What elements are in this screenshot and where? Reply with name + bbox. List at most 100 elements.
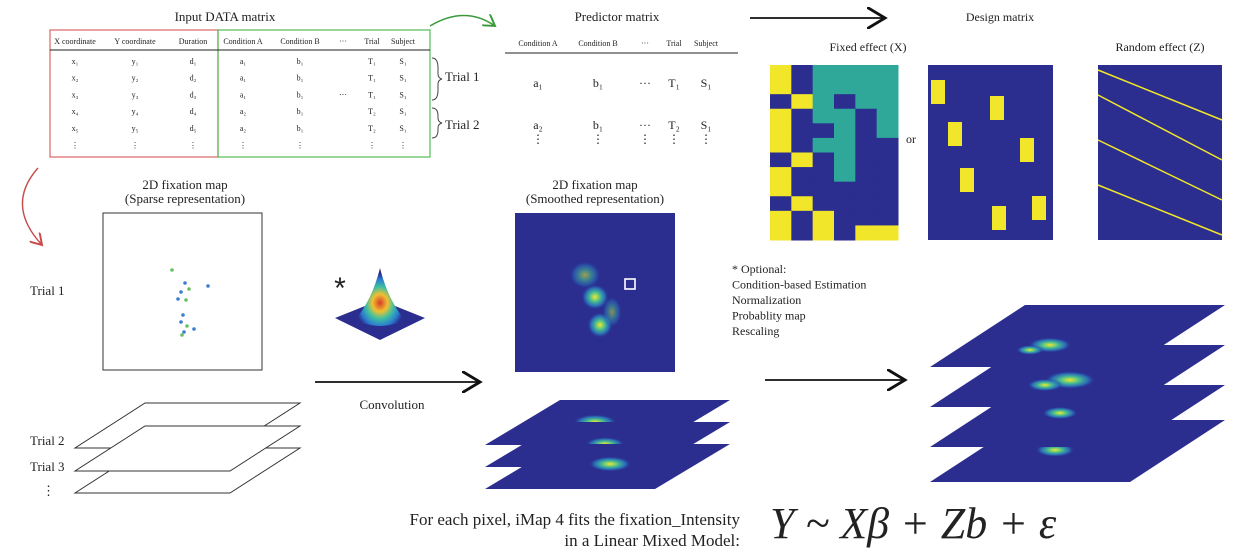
- fixation: [183, 281, 187, 285]
- cell: [770, 196, 792, 211]
- cell: [813, 182, 835, 197]
- label: Fixed effect (X): [829, 40, 906, 54]
- cell: S₁: [399, 90, 406, 99]
- footer: in a Linear Mixed Model:: [564, 531, 740, 550]
- cell: [770, 65, 792, 80]
- header: Subject: [694, 39, 719, 48]
- cell: [855, 196, 877, 211]
- blob: [1042, 407, 1078, 420]
- header: Duration: [179, 37, 207, 46]
- cell: S₁: [701, 76, 712, 90]
- arrow: [22, 168, 42, 245]
- cell: [791, 138, 813, 153]
- cell: [855, 65, 877, 80]
- fixation: [170, 268, 174, 272]
- cell: ⋮: [71, 141, 79, 150]
- cell: [877, 211, 899, 226]
- cell: ···: [639, 76, 651, 90]
- cell: [834, 182, 856, 197]
- brace: [432, 108, 442, 138]
- cell: [877, 225, 899, 240]
- header: Subject: [391, 37, 416, 46]
- cell: a₂: [240, 124, 247, 133]
- cell: [791, 94, 813, 109]
- cell: ⋮: [700, 132, 712, 146]
- header: Condition A: [518, 39, 558, 48]
- cell: [834, 211, 856, 226]
- cell: [834, 94, 856, 109]
- brace: [432, 58, 442, 100]
- fixation: [179, 290, 183, 294]
- cell: [791, 196, 813, 211]
- cell: [813, 80, 835, 95]
- cell: ⋮: [592, 132, 604, 146]
- design-matrices: [770, 65, 1222, 241]
- cell: [877, 138, 899, 153]
- cell: [770, 123, 792, 138]
- cell: x₂: [72, 74, 79, 83]
- cell: [770, 211, 792, 226]
- cell: ⋮: [668, 132, 680, 146]
- cell: y₄: [132, 107, 139, 116]
- fixation: [176, 297, 180, 301]
- cell: [877, 196, 899, 211]
- cell: [877, 167, 899, 182]
- title: 2D fixation map: [142, 177, 227, 192]
- cell: [791, 123, 813, 138]
- header: Trial: [666, 39, 682, 48]
- optional-line: Normalization: [732, 293, 801, 307]
- blob: [602, 296, 622, 328]
- title: 2D fixation map: [552, 177, 637, 192]
- cell: ⋮: [239, 141, 247, 150]
- cell: b₁: [297, 57, 304, 66]
- cell: [855, 109, 877, 124]
- fixation: [179, 320, 183, 324]
- cell: [990, 96, 1004, 120]
- cell: [931, 80, 945, 104]
- fixation: [187, 287, 191, 291]
- cell: [770, 80, 792, 95]
- cell: [834, 196, 856, 211]
- cell: [834, 80, 856, 95]
- cell: [1032, 196, 1046, 220]
- cell: ⋮: [399, 141, 407, 150]
- cell: S₁: [399, 124, 406, 133]
- cell: [813, 153, 835, 168]
- header: ···: [339, 37, 347, 46]
- cell: T₂: [368, 107, 376, 116]
- header: Condition B: [578, 39, 617, 48]
- label: or: [906, 132, 916, 146]
- cell: [855, 123, 877, 138]
- cell: [877, 80, 899, 95]
- cell: [960, 168, 974, 192]
- cell: [791, 109, 813, 124]
- trial-label: Trial 1: [30, 283, 65, 298]
- cell: S₁: [701, 118, 712, 132]
- title: Input DATA matrix: [175, 9, 276, 24]
- title: Predictor matrix: [575, 9, 660, 24]
- subtitle: (Smoothed representation): [526, 191, 664, 206]
- cell: [877, 123, 899, 138]
- cell: [813, 65, 835, 80]
- title: Design matrix: [966, 10, 1034, 24]
- cell: b₁: [297, 74, 304, 83]
- cell: [877, 109, 899, 124]
- cell: [855, 153, 877, 168]
- cell: [770, 167, 792, 182]
- matrix: [1098, 65, 1222, 240]
- cell: [813, 211, 835, 226]
- cell: S₁: [399, 107, 406, 116]
- label: Random effect (Z): [1115, 40, 1204, 54]
- header: Condition B: [280, 37, 319, 46]
- symbol: *: [334, 272, 346, 305]
- cell: a₁: [240, 74, 247, 83]
- header: X coordinate: [54, 37, 96, 46]
- cell: [813, 138, 835, 153]
- cell: [770, 109, 792, 124]
- cell: b₁: [593, 76, 603, 90]
- header: ···: [641, 39, 649, 48]
- cell: [855, 94, 877, 109]
- fixation: [184, 298, 188, 302]
- cell: ···: [339, 90, 347, 99]
- cell: ⋮: [532, 132, 544, 146]
